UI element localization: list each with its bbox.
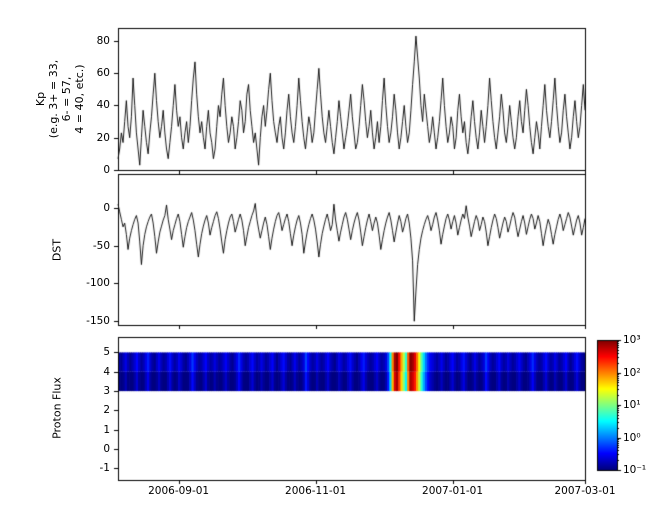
y-tick-label: 80: [96, 34, 110, 47]
y-tick-label: -150: [86, 315, 110, 328]
x-tick-label: 2007-03-01: [554, 485, 616, 497]
x-tick-label: 2006-11-01: [285, 485, 347, 497]
y-tick-label: 0: [103, 443, 110, 456]
colorbar-tick-label: 10²: [623, 366, 641, 379]
colorbar-tick-label: 10⁰: [623, 431, 641, 444]
y-tick-label: -50: [92, 239, 110, 252]
y-tick-label: 0: [103, 164, 110, 176]
y-tick-label: -1: [99, 462, 110, 475]
y-tick-label: 40: [96, 99, 110, 112]
y-tick-label: 20: [96, 131, 110, 144]
colorbar-tick-label: 10¹: [623, 399, 641, 411]
y-tick-label: 3: [103, 385, 110, 398]
y-tick-label: 0: [103, 201, 110, 214]
y-tick-label: 60: [96, 67, 110, 80]
x-tick-label: 2007-01-01: [422, 485, 484, 497]
y-tick-label: 5: [103, 346, 110, 359]
y-tick-label: 1: [103, 423, 110, 436]
y-tick-label: 4: [103, 365, 110, 378]
y-tick-label: -100: [86, 277, 110, 290]
y-tick-label: 2: [103, 404, 110, 417]
colorbar-tick-label: 10³: [623, 334, 641, 346]
colorbar-tick-label: 10⁻¹: [623, 464, 647, 476]
x-tick-label: 2006-09-01: [148, 485, 210, 497]
